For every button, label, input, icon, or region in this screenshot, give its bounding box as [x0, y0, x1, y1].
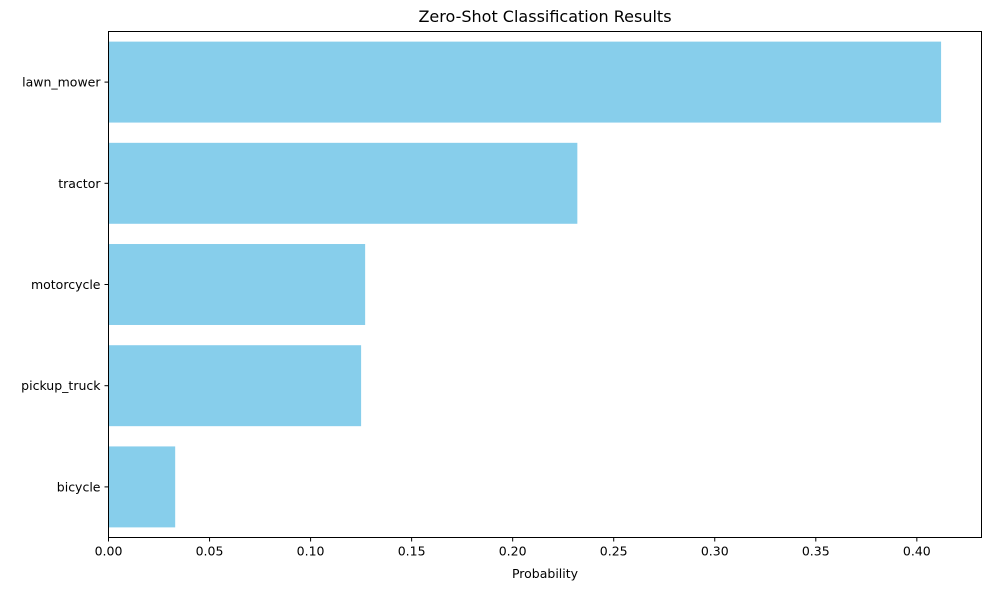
bar-bicycle [108, 446, 176, 528]
x-tick-label: 0.05 [196, 544, 224, 559]
bar-motorcycle [108, 244, 366, 325]
x-tick-label: 0.15 [398, 544, 426, 559]
x-tick-label: 0.35 [802, 544, 830, 559]
bar-lawn-mower [108, 41, 942, 123]
y-tick-label-lawn-mower: lawn_mower [22, 75, 101, 90]
y-tick-label-tractor: tractor [58, 176, 101, 191]
bar-pickup-truck [108, 345, 362, 427]
x-tick-label: 0.25 [600, 544, 628, 559]
y-tick-label-motorcycle: motorcycle [31, 277, 101, 292]
y-tick-label-pickup-truck: pickup_truck [21, 378, 101, 393]
bar-tractor [108, 142, 578, 224]
x-tick-label: 0.40 [903, 544, 931, 559]
bars-group [108, 41, 942, 528]
x-tick-label: 0.30 [701, 544, 729, 559]
y-tick-label-bicycle: bicycle [57, 479, 101, 494]
x-tick-label: 0.10 [297, 544, 325, 559]
x-tick-label: 0.00 [95, 544, 123, 559]
x-axis-ticks: 0.00 0.05 0.10 0.15 0.20 0.25 0.30 0.35 0.40 [95, 537, 931, 559]
chart-title: Zero-Shot Classification Results [418, 7, 671, 26]
x-tick-label: 0.20 [499, 544, 527, 559]
x-axis-label: Probability [512, 566, 579, 581]
plot-frame [108, 31, 982, 538]
